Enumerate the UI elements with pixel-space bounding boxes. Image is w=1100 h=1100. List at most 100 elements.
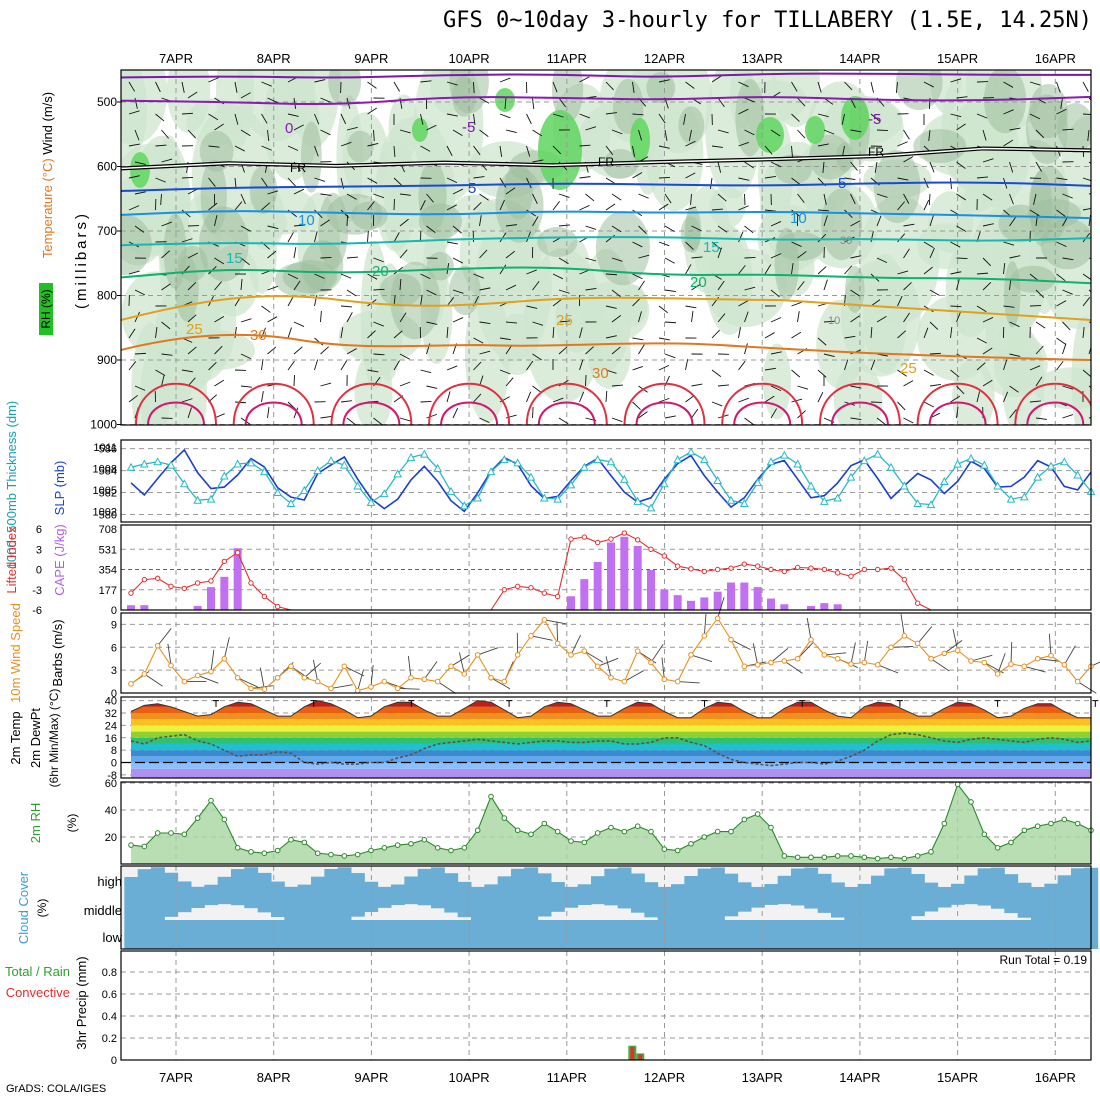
cloud-middle — [631, 893, 645, 913]
cloud-high — [657, 886, 672, 893]
wind-barb — [791, 177, 801, 185]
wind-barb — [1003, 139, 1014, 147]
wind-speed-point — [861, 659, 868, 666]
li-point — [128, 590, 134, 596]
wind-barb — [791, 398, 803, 403]
cloud-middle — [311, 893, 325, 920]
wind-barb — [874, 161, 878, 173]
li-point — [554, 593, 561, 600]
cloud-low — [591, 920, 605, 949]
wind-barb — [770, 161, 782, 168]
temperature-contour-hot — [232, 382, 315, 425]
wind-barb — [797, 251, 807, 259]
wind-barb — [1060, 97, 1063, 109]
wind-barb — [823, 353, 835, 357]
wind-barb — [499, 199, 505, 211]
wind-barb — [505, 284, 517, 291]
thickness-point — [779, 450, 789, 459]
cloud-middle — [137, 893, 152, 920]
wind-barb — [950, 327, 953, 339]
max-temp-marker — [701, 700, 708, 707]
wind-barb — [1082, 327, 1085, 339]
wind-barb — [261, 177, 269, 188]
wind-barb-10m — [437, 681, 457, 695]
cape-legend: CAPE (J/kg) — [52, 524, 67, 596]
thickness-point — [819, 496, 829, 505]
rh-point — [541, 820, 548, 827]
temp-band — [131, 762, 1091, 769]
wind-barb — [373, 193, 385, 199]
precip-conv-legend: Convective — [6, 985, 70, 1000]
cloud-high — [617, 867, 632, 893]
wind-speed-point — [914, 640, 921, 647]
wind-barb — [1062, 257, 1074, 261]
temperature-contour-hot — [1014, 382, 1091, 425]
rh-point — [1008, 839, 1014, 846]
wind-barb — [155, 81, 161, 93]
wind-barb — [346, 193, 357, 200]
wind-barb — [1035, 129, 1045, 139]
cloud-high — [817, 873, 832, 893]
wind-barb — [976, 113, 988, 119]
wind-speed-point — [168, 662, 174, 669]
rh-point — [288, 836, 294, 843]
wind-speed-point — [514, 652, 521, 658]
wind-barb — [346, 256, 358, 259]
temp-tick-label: 40 — [105, 696, 117, 708]
rh-shade-moist — [756, 117, 784, 153]
li-point — [701, 568, 708, 575]
cloud-low — [497, 920, 512, 949]
wind-speed-point — [1021, 663, 1028, 670]
cloud-low — [151, 920, 165, 949]
wind-barb — [1056, 337, 1066, 345]
wind-barb — [1082, 177, 1091, 182]
upper-air-legend: Temperature (°C) Wind (m/s) — [40, 92, 55, 258]
wind-barb — [658, 241, 670, 247]
temp-band — [131, 743, 1091, 751]
wind-barb — [870, 113, 880, 122]
wind-barb — [479, 97, 490, 104]
wind-barb-10m — [157, 628, 172, 647]
max-temp-marker — [994, 700, 1001, 707]
rh-point — [568, 838, 574, 844]
wind-barb — [1035, 345, 1044, 355]
li-point — [141, 576, 148, 583]
wind-barb — [711, 75, 722, 83]
rh-point — [861, 854, 868, 861]
wind-barb — [340, 360, 348, 371]
wind-barb — [346, 214, 349, 227]
wind-barb — [764, 332, 775, 339]
wind-barb — [950, 241, 961, 248]
wind-barb — [134, 161, 146, 165]
wind-barb — [420, 273, 431, 280]
cloud-middle — [471, 893, 485, 920]
precip-conv-bar — [638, 1054, 643, 1060]
temperature-contour — [121, 210, 1091, 220]
thickness-point — [793, 459, 803, 468]
wind-speed-point — [981, 659, 988, 666]
chart-title: GFS 0~10day 3-hourly for TILLABERY (1.5E… — [442, 8, 1092, 33]
wind-barb-10m — [877, 664, 899, 674]
cape-bar — [127, 605, 135, 610]
cloud-middle — [871, 893, 885, 920]
wind-barb — [261, 391, 264, 403]
wind-barb — [658, 113, 666, 124]
rh-point — [874, 855, 881, 862]
cloud-low — [1071, 920, 1085, 949]
wind-barb — [479, 129, 489, 137]
wind-barb — [473, 81, 475, 94]
temperature-contour-hot — [721, 382, 804, 425]
cloud-high — [177, 881, 192, 893]
wind-barb — [791, 369, 801, 378]
wind-barb — [611, 289, 621, 298]
wind-barb — [161, 353, 173, 356]
cape-bar — [713, 591, 722, 610]
contour-label: -5 — [462, 119, 475, 136]
rh-point — [821, 854, 828, 861]
wind-barb — [897, 233, 906, 243]
thickness-point — [1046, 461, 1056, 470]
wind-barb — [897, 141, 908, 147]
thickness-tick-label: 584 — [99, 466, 117, 478]
temperature-contour — [121, 295, 1091, 321]
cloud-middle — [977, 893, 992, 906]
